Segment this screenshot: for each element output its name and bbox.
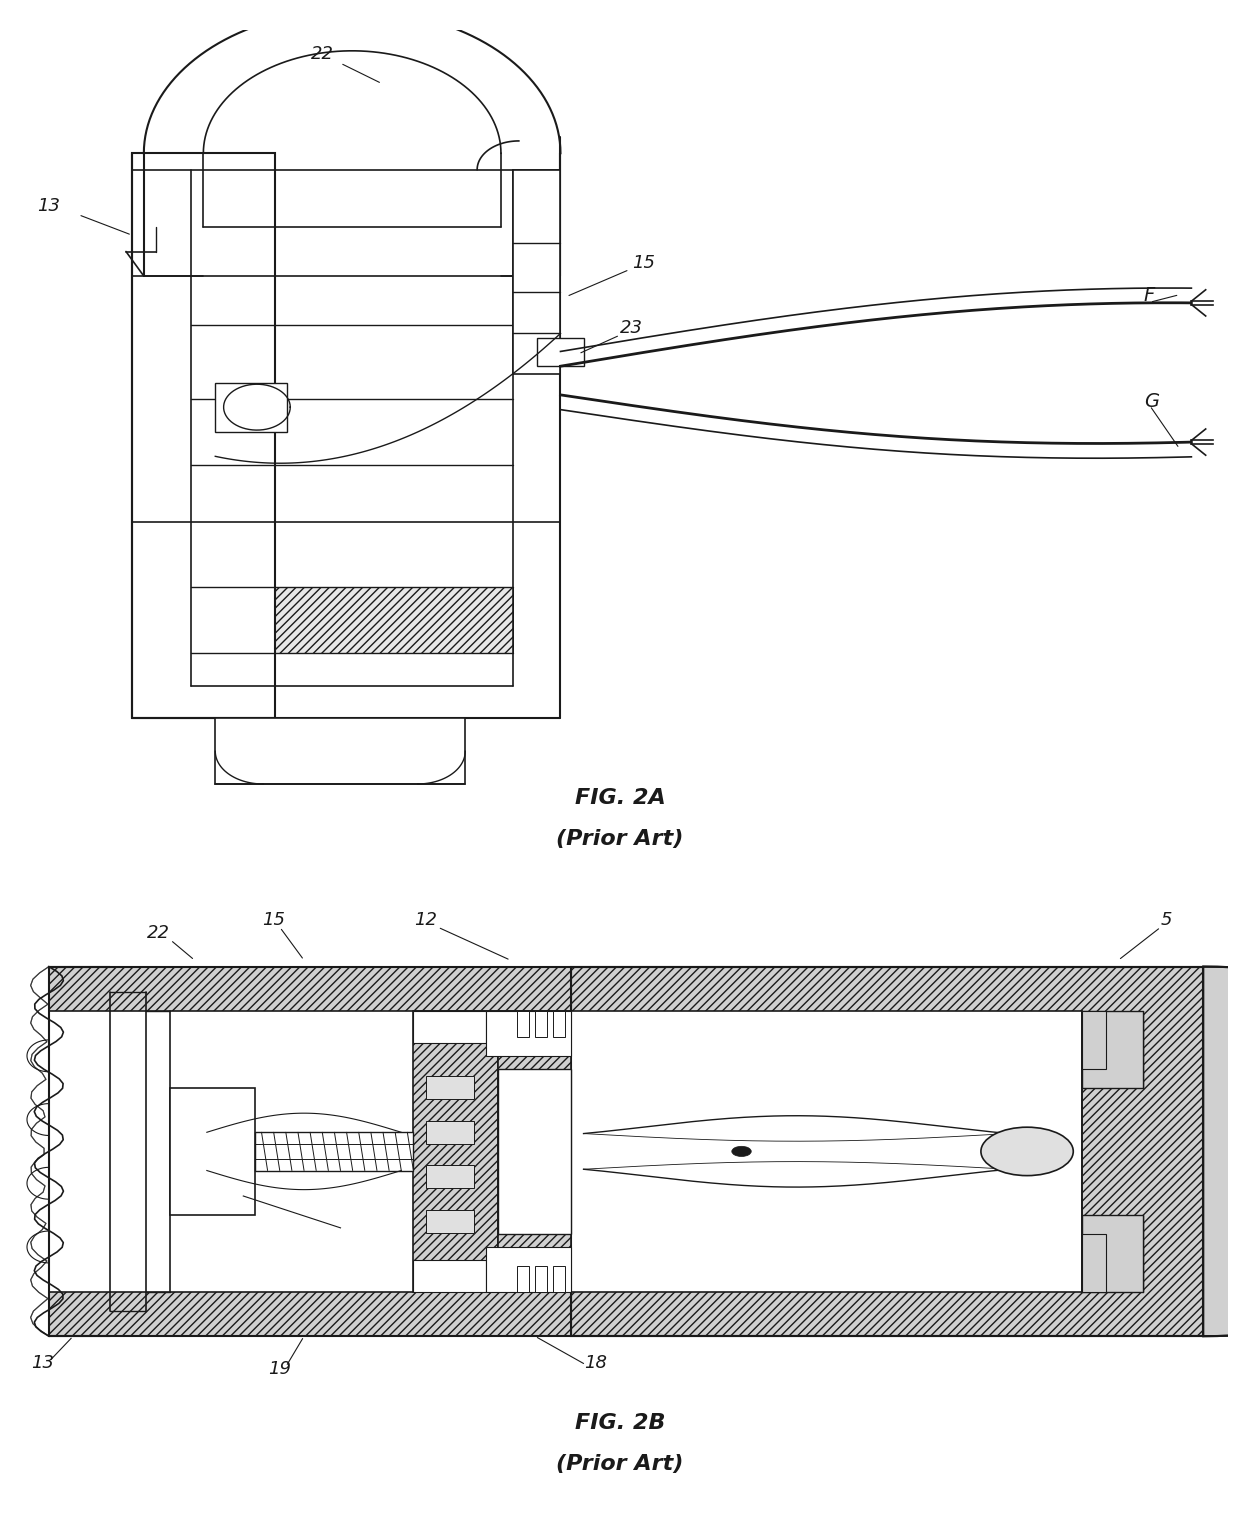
Text: 23: 23	[620, 320, 644, 337]
Polygon shape	[425, 1121, 474, 1144]
Text: 13: 13	[37, 197, 60, 214]
Polygon shape	[572, 966, 1203, 1336]
Polygon shape	[498, 1068, 572, 1235]
Polygon shape	[255, 1132, 413, 1171]
Text: F: F	[1143, 285, 1154, 305]
Text: 18: 18	[584, 1355, 608, 1371]
Text: 22: 22	[146, 924, 170, 942]
Polygon shape	[425, 1211, 474, 1233]
Polygon shape	[1203, 966, 1240, 1336]
Polygon shape	[191, 587, 513, 652]
Text: 13: 13	[31, 1355, 55, 1371]
Polygon shape	[48, 1291, 572, 1336]
Polygon shape	[1081, 1235, 1106, 1291]
Polygon shape	[572, 1012, 1081, 1291]
Polygon shape	[513, 170, 560, 375]
Text: 22: 22	[311, 46, 334, 64]
Polygon shape	[1081, 1012, 1142, 1088]
Polygon shape	[170, 1088, 255, 1215]
Text: G: G	[1143, 393, 1159, 411]
Polygon shape	[1081, 1012, 1106, 1068]
Polygon shape	[413, 1012, 498, 1291]
Text: 15: 15	[632, 253, 655, 272]
Text: 5: 5	[1161, 912, 1173, 930]
Polygon shape	[553, 1012, 565, 1036]
Polygon shape	[517, 1012, 528, 1036]
Polygon shape	[534, 1267, 547, 1291]
Polygon shape	[517, 1267, 528, 1291]
Text: (Prior Art): (Prior Art)	[557, 830, 683, 850]
Text: 19: 19	[268, 1361, 291, 1379]
Polygon shape	[413, 1012, 486, 1044]
Polygon shape	[534, 1012, 547, 1036]
Circle shape	[732, 1147, 751, 1156]
Text: (Prior Art): (Prior Art)	[557, 1453, 683, 1475]
Polygon shape	[131, 153, 275, 719]
Circle shape	[981, 1127, 1074, 1176]
Polygon shape	[413, 1259, 486, 1291]
Polygon shape	[48, 966, 572, 1012]
Polygon shape	[486, 1247, 572, 1291]
Polygon shape	[425, 1076, 474, 1100]
Polygon shape	[425, 1165, 474, 1188]
Text: 15: 15	[262, 912, 285, 930]
Polygon shape	[1081, 1215, 1142, 1291]
Polygon shape	[216, 719, 465, 784]
Polygon shape	[553, 1267, 565, 1291]
Text: 12: 12	[414, 912, 436, 930]
Polygon shape	[216, 382, 286, 432]
Text: FIG. 2B: FIG. 2B	[575, 1412, 665, 1432]
Polygon shape	[486, 1012, 572, 1056]
Polygon shape	[537, 337, 584, 366]
Polygon shape	[498, 1012, 572, 1291]
Text: FIG. 2A: FIG. 2A	[574, 789, 666, 809]
